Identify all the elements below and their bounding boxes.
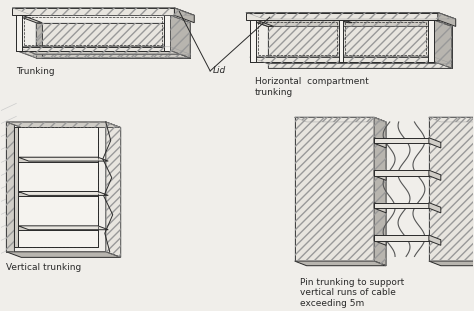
Polygon shape bbox=[374, 203, 386, 213]
Text: Trunking: Trunking bbox=[16, 67, 55, 76]
Polygon shape bbox=[250, 20, 256, 62]
Polygon shape bbox=[374, 170, 429, 176]
Polygon shape bbox=[429, 261, 474, 266]
Polygon shape bbox=[14, 127, 18, 247]
Polygon shape bbox=[12, 8, 194, 15]
Polygon shape bbox=[18, 192, 98, 196]
Polygon shape bbox=[170, 15, 190, 58]
Text: Pin trunking to support
vertical runs of cable
exceeding 5m: Pin trunking to support vertical runs of… bbox=[300, 278, 404, 308]
Polygon shape bbox=[36, 23, 42, 58]
Polygon shape bbox=[16, 47, 190, 54]
Polygon shape bbox=[16, 47, 170, 51]
Polygon shape bbox=[295, 261, 386, 266]
Polygon shape bbox=[250, 57, 434, 62]
Polygon shape bbox=[6, 122, 14, 252]
Text: Horizontal  compartment
trunking: Horizontal compartment trunking bbox=[255, 77, 369, 97]
Polygon shape bbox=[6, 252, 121, 258]
Polygon shape bbox=[18, 157, 108, 161]
Polygon shape bbox=[268, 26, 452, 68]
Polygon shape bbox=[250, 20, 452, 26]
Polygon shape bbox=[429, 235, 441, 245]
Polygon shape bbox=[374, 235, 386, 245]
Polygon shape bbox=[339, 20, 352, 23]
Polygon shape bbox=[374, 138, 386, 148]
Polygon shape bbox=[429, 117, 474, 122]
Polygon shape bbox=[246, 12, 438, 20]
Polygon shape bbox=[16, 15, 22, 51]
Polygon shape bbox=[339, 20, 343, 62]
Polygon shape bbox=[18, 226, 98, 230]
Text: Lid: Lid bbox=[213, 67, 227, 76]
Polygon shape bbox=[18, 192, 108, 195]
Polygon shape bbox=[16, 15, 22, 51]
Polygon shape bbox=[295, 117, 374, 261]
Polygon shape bbox=[250, 20, 274, 26]
Polygon shape bbox=[428, 20, 434, 62]
Polygon shape bbox=[6, 122, 121, 128]
Polygon shape bbox=[295, 117, 386, 122]
Polygon shape bbox=[429, 170, 441, 180]
Polygon shape bbox=[374, 117, 386, 266]
Polygon shape bbox=[174, 8, 194, 23]
Polygon shape bbox=[429, 138, 441, 148]
Polygon shape bbox=[429, 117, 474, 261]
Polygon shape bbox=[18, 157, 98, 162]
Polygon shape bbox=[18, 127, 98, 247]
Polygon shape bbox=[36, 23, 190, 58]
Polygon shape bbox=[429, 203, 441, 213]
Polygon shape bbox=[374, 235, 429, 241]
Polygon shape bbox=[438, 12, 456, 26]
Polygon shape bbox=[246, 12, 456, 19]
Polygon shape bbox=[250, 57, 452, 63]
Polygon shape bbox=[374, 170, 386, 180]
Polygon shape bbox=[374, 203, 429, 208]
Polygon shape bbox=[434, 20, 452, 68]
Polygon shape bbox=[16, 15, 42, 23]
Polygon shape bbox=[106, 122, 121, 258]
Text: Vertical trunking: Vertical trunking bbox=[6, 263, 82, 272]
Polygon shape bbox=[18, 226, 108, 230]
Polygon shape bbox=[16, 51, 190, 58]
Polygon shape bbox=[164, 15, 170, 51]
Polygon shape bbox=[12, 8, 174, 15]
Polygon shape bbox=[374, 138, 429, 143]
